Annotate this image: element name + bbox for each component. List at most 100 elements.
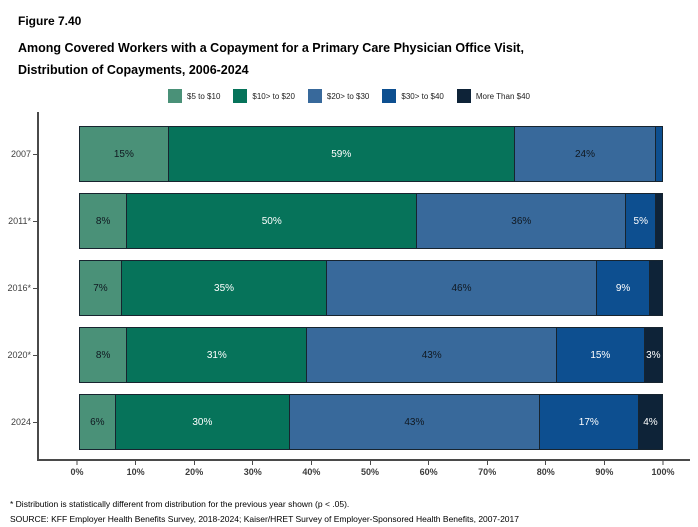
x-tick: 60% [420,461,438,477]
bar-segment: 31% [126,328,307,382]
x-tick-mark [369,461,371,465]
y-axis: 2007 2011* 2016* 2020* 2024 [0,112,37,461]
bar-segment: 7% [80,261,121,315]
legend-item: $30> to $40 [382,89,444,103]
stacked-bar-chart: 2007 2011* 2016* 2020* 2024 15% 59% 24% 8% 50% 36… [0,112,698,483]
x-tick: 90% [595,461,613,477]
bar-row: 7% 35% 46% 9% [79,260,663,316]
x-tick-mark [193,461,195,465]
chart-header: Figure 7.40 Among Covered Workers with a… [0,0,698,81]
y-axis-row: 2007 [11,126,37,182]
legend-item: More Than $40 [456,89,530,103]
footnote-source: SOURCE: KFF Employer Health Benefits Sur… [10,514,519,524]
x-tick: 20% [185,461,203,477]
segment-label: 15% [590,349,611,361]
x-tick: 50% [361,461,379,477]
y-axis-row: 2024 [11,394,37,450]
bar-segment [649,261,662,315]
x-tick-label: 30% [243,467,262,477]
x-tick: 10% [127,461,145,477]
bar-segment: 59% [167,127,514,181]
bar-segment: 17% [538,395,638,449]
x-tick-mark [662,461,664,465]
bar-segment: 8% [80,328,127,382]
legend-swatch [233,89,248,103]
legend-item: $20> to $30 [307,89,369,103]
segment-label: 24% [574,148,595,160]
y-axis-row: 2016* [7,260,37,316]
bar-row: 6% 30% 43% 17% 4% [79,394,663,450]
bar-segment: 15% [80,127,168,181]
bar-segment: 8% [80,194,127,248]
segment-label: 43% [404,416,425,428]
bar-segment: 35% [120,261,327,315]
segment-label: 17% [578,416,599,428]
y-axis-label: 2016* [7,283,31,293]
x-tick-label: 0% [70,467,84,477]
x-tick: 100% [651,461,675,477]
y-axis-tick [33,421,37,423]
segment-label: 46% [451,282,472,294]
x-tick-label: 60% [419,467,438,477]
x-tick-label: 90% [595,467,614,477]
legend-label: $10> to $20 [252,91,295,101]
bar-segment [655,194,662,248]
footnote-significance: * Distribution is statistically differen… [10,499,350,509]
x-tick-mark [310,461,312,465]
bar-segment: 4% [637,395,663,449]
x-tick: 70% [478,461,496,477]
legend-swatch [168,89,183,103]
legend: $5 to $10 $10> to $20 $20> to $30 $30> to $… [0,88,698,104]
segment-label: 9% [615,282,631,294]
legend-label: More Than $40 [475,91,530,101]
segment-label: 30% [192,416,213,428]
x-tick-label: 40% [302,467,321,477]
y-axis-label: 2024 [10,417,31,427]
figure-label: Figure 7.40 [18,14,82,28]
segment-label: 35% [214,282,235,294]
segment-label: 5% [633,215,648,227]
chart-title-line-1: Among Covered Workers with a Copayment f… [18,41,524,55]
bar-segment: 46% [326,261,596,315]
legend-item: $10> to $20 [233,89,295,103]
bars-area: 15% 59% 24% 8% 50% 36% 5% 7% 35% 46% 9% 8% 31% 43% 15%… [79,126,663,450]
x-tick: 30% [244,461,262,477]
segment-label: 43% [421,349,442,361]
x-tick-label: 20% [185,467,204,477]
x-axis: 0% 10% 20% 30% 40% 50% 60% 70% 80% 90% 100% [70,461,675,483]
bar-segment: 6% [80,395,115,449]
bar-segment: 36% [416,194,626,248]
x-tick-label: 50% [360,467,380,477]
segment-label: 31% [206,349,227,361]
y-axis-row: 2020* [7,327,37,383]
bar-row: 8% 50% 36% 5% [79,193,663,249]
x-tick-label: 100% [651,467,675,477]
x-tick-mark [545,461,547,465]
legend-label: $30> to $40 [401,91,444,101]
legend-swatch [307,89,322,103]
y-axis-label: 2011* [8,216,31,226]
x-tick: 80% [537,461,555,477]
bar-segment: 43% [289,395,539,449]
footnotes: * Distribution is statistically differen… [0,497,698,527]
x-tick: 0% [70,461,84,477]
bar-segment: 5% [625,194,656,248]
plot-area: 15% 59% 24% 8% 50% 36% 5% 7% 35% 46% 9% 8% 31% 43% 15%… [37,112,690,461]
segment-label: 8% [95,349,111,361]
segment-label: 8% [95,215,111,227]
bar-row: 15% 59% 24% [79,126,663,182]
y-axis-tick [33,220,37,222]
x-tick-mark [603,461,605,465]
segment-label: 50% [261,215,282,227]
legend-item: $5 to $10 [168,89,220,103]
y-axis-label: 2020* [7,350,31,360]
chart-title-line-2: Distribution of Copayments, 2006-2024 [18,63,249,77]
bar-segment: 50% [126,194,417,248]
segment-label: 36% [511,215,532,227]
x-tick-mark [135,461,137,465]
bar-row: 8% 31% 43% 15% 3% [79,327,663,383]
bar-segment: 15% [555,328,644,382]
bar-segment [655,127,662,181]
x-tick-label: 70% [478,467,497,477]
